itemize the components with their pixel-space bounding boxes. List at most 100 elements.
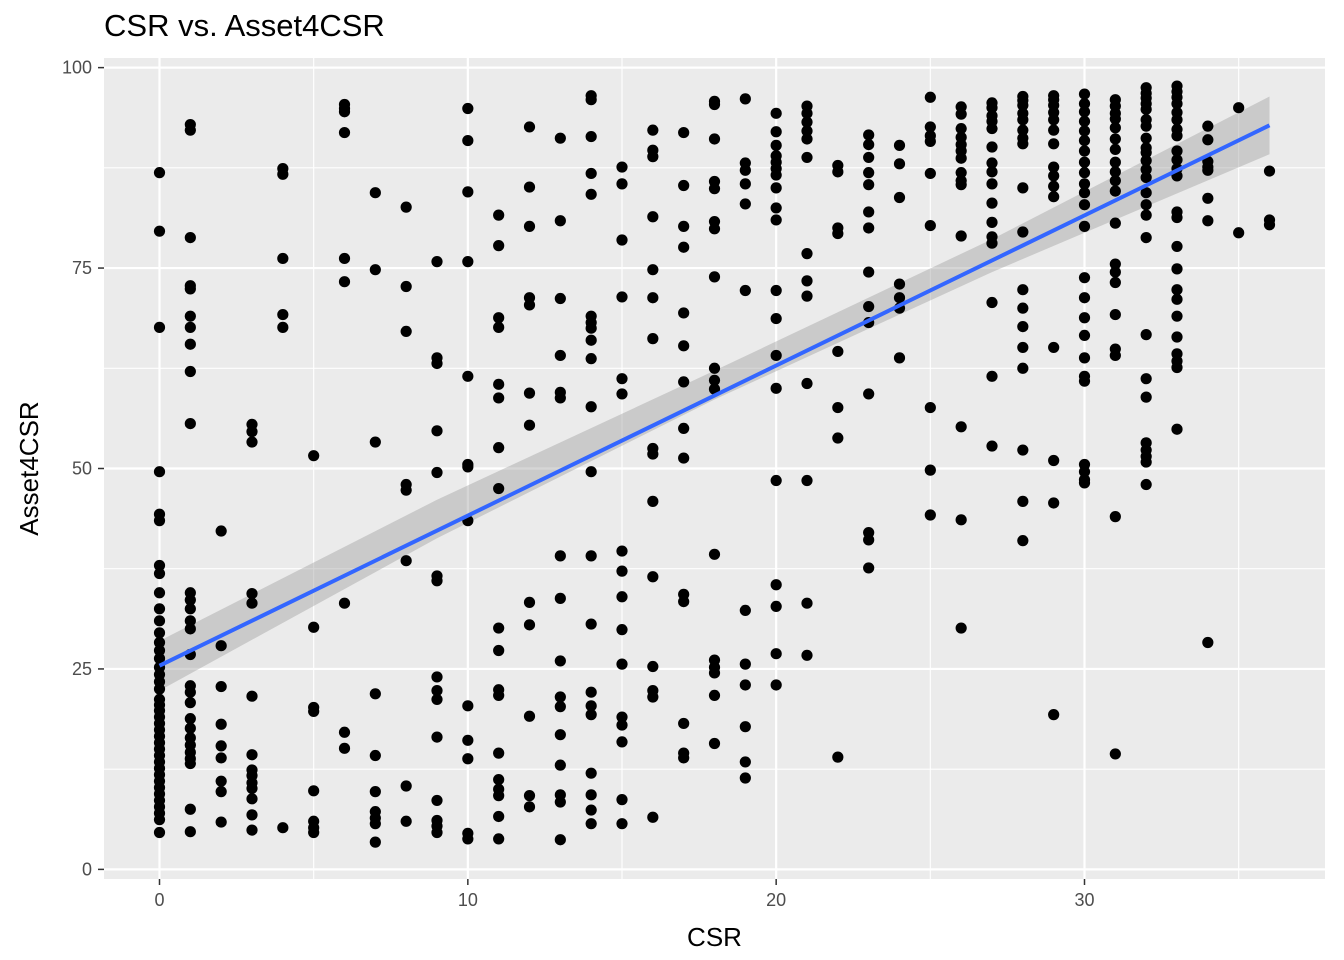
data-point <box>338 726 351 738</box>
data-point <box>184 310 196 322</box>
data-point <box>1140 199 1152 211</box>
data-point <box>462 734 474 746</box>
data-point <box>647 124 659 136</box>
data-point <box>801 290 813 302</box>
data-point <box>1140 209 1152 221</box>
data-point <box>585 550 597 562</box>
data-point <box>1109 308 1121 321</box>
data-point <box>554 691 566 703</box>
data-point <box>647 691 659 703</box>
y-tick-label: 25 <box>72 659 92 679</box>
data-point <box>493 209 505 221</box>
data-point <box>1202 215 1214 227</box>
data-point <box>153 652 166 665</box>
data-point <box>585 789 597 801</box>
data-point <box>184 283 196 295</box>
data-point <box>1078 145 1091 157</box>
data-point <box>215 816 227 828</box>
data-point <box>708 737 721 750</box>
data-point <box>1048 454 1060 467</box>
data-point <box>1017 495 1029 507</box>
data-point <box>986 296 998 309</box>
data-point <box>1078 125 1091 137</box>
data-point <box>554 701 566 713</box>
data-point <box>1140 329 1152 341</box>
data-point <box>1017 138 1029 150</box>
data-point <box>184 124 196 136</box>
data-point <box>431 693 443 706</box>
data-point <box>431 357 443 370</box>
data-point <box>277 308 289 321</box>
data-point <box>369 264 381 276</box>
data-point <box>1048 341 1060 354</box>
data-point <box>924 219 936 232</box>
data-point <box>955 122 967 135</box>
data-point <box>616 711 628 723</box>
data-point <box>554 796 566 808</box>
data-point <box>1109 748 1121 760</box>
data-point <box>1171 98 1183 110</box>
data-point <box>184 697 196 709</box>
data-point <box>1078 352 1091 364</box>
data-point <box>1140 147 1152 159</box>
data-point <box>1017 182 1029 194</box>
data-point <box>1048 191 1060 203</box>
data-point <box>246 587 258 600</box>
data-point <box>770 214 782 226</box>
data-point <box>924 167 936 180</box>
data-point <box>585 686 597 698</box>
data-point <box>616 161 628 173</box>
data-point <box>832 432 844 444</box>
data-point <box>369 836 381 848</box>
y-tick-label: 75 <box>72 258 92 278</box>
data-point <box>1202 134 1214 146</box>
data-point <box>1017 99 1029 111</box>
data-point <box>832 401 844 414</box>
data-point <box>493 747 505 759</box>
x-tick-label: 0 <box>154 890 164 910</box>
data-point <box>739 604 751 617</box>
data-point <box>893 158 906 170</box>
data-point <box>863 266 875 278</box>
data-point <box>678 452 690 464</box>
data-point <box>955 421 967 433</box>
data-point <box>893 292 906 304</box>
data-point <box>1109 217 1121 229</box>
data-point <box>708 271 721 283</box>
data-point <box>1078 187 1091 199</box>
data-point <box>400 201 412 213</box>
data-point <box>647 495 659 507</box>
data-point <box>863 138 875 151</box>
data-point <box>1109 166 1121 178</box>
data-point <box>801 116 813 128</box>
data-point <box>986 237 998 249</box>
data-point <box>493 321 505 333</box>
data-point <box>616 736 628 748</box>
data-point <box>400 815 412 827</box>
data-point <box>1078 272 1091 284</box>
data-point <box>616 818 628 830</box>
data-point <box>1140 103 1152 115</box>
data-point <box>153 567 166 580</box>
data-point <box>647 448 659 460</box>
y-tick-label: 0 <box>82 859 92 879</box>
data-point <box>1171 310 1183 322</box>
data-point <box>431 684 443 697</box>
data-point <box>1048 124 1060 136</box>
data-point <box>832 166 844 178</box>
data-point <box>493 773 505 786</box>
data-point <box>616 388 628 400</box>
data-point <box>863 151 875 164</box>
data-point <box>308 621 320 633</box>
data-point <box>184 321 196 333</box>
chart-title: CSR vs. Asset4CSR <box>104 8 385 43</box>
data-point <box>493 482 505 495</box>
data-point <box>1017 226 1029 238</box>
data-point <box>1109 349 1121 362</box>
data-point <box>1140 391 1152 403</box>
data-point <box>708 374 721 386</box>
data-point <box>1263 165 1276 177</box>
data-point <box>184 623 196 635</box>
data-point <box>400 555 412 567</box>
data-point <box>678 595 690 608</box>
